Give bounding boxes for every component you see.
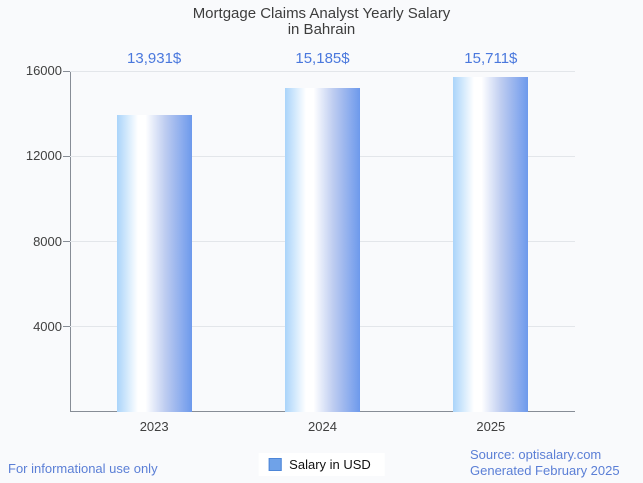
y-tick-label: 8000: [33, 233, 62, 249]
value-label: 15,185$: [295, 50, 350, 67]
generated-text: Generated February 2025: [470, 462, 620, 478]
y-tick-mark: [63, 155, 70, 157]
source-block: Source: optisalary.com Generated Februar…: [470, 447, 620, 478]
y-tick-label: 4000: [33, 318, 62, 334]
chart-title-line1: Mortgage Claims Analyst Yearly Salary: [192, 5, 451, 22]
legend[interactable]: Salary in USD: [258, 453, 385, 476]
bar-2023[interactable]: [116, 115, 192, 412]
legend-marker-icon: [268, 458, 282, 471]
y-tick-mark: [63, 326, 70, 328]
y-tick-mark: [63, 241, 70, 242]
x-tick-label: 2024: [308, 419, 337, 434]
x-tick-label: 2023: [139, 419, 169, 434]
bar-2025[interactable]: [453, 77, 529, 412]
y-tick-label: 12000: [25, 148, 62, 164]
y-tick-label: 16000: [25, 63, 62, 78]
x-tick-label: 2025: [476, 419, 506, 434]
chart-title-line2: in Bahrain: [287, 21, 356, 38]
bar-2024[interactable]: [285, 88, 360, 412]
disclaimer-text: For informational use only: [8, 461, 158, 476]
value-label: 15,711$: [464, 50, 518, 67]
source-text: Source: optisalary.com: [470, 447, 602, 462]
value-label: 13,931$: [127, 50, 182, 67]
chart-title: Mortgage Claims Analyst Yearly Salary in…: [0, 6, 643, 38]
y-tick-mark: [63, 70, 70, 72]
legend-label: Salary in USD: [289, 457, 371, 472]
gridline: [70, 70, 575, 72]
plot-area: 4000 8000 12000 16000 13,931$ 2023 15,185$ 2024…: [26, 50, 575, 434]
